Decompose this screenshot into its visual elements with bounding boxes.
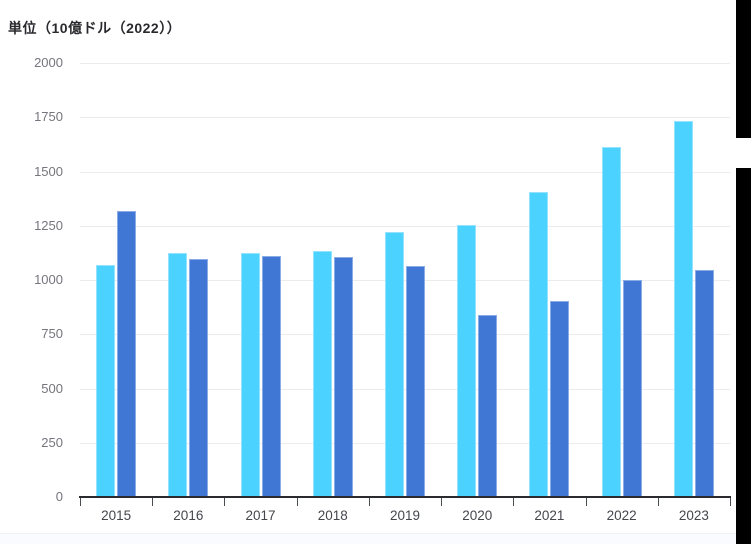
x-axis-label-2018: 2018 (317, 508, 348, 523)
gridline-1000 (80, 280, 730, 281)
bar-2016-light-blue[interactable] (168, 252, 188, 497)
x-axis-tick (441, 498, 443, 506)
x-axis-line (79, 496, 731, 498)
bar-2021-light-blue[interactable] (529, 192, 549, 497)
x-axis-tick (513, 498, 515, 506)
bar-2017-dark-blue[interactable] (261, 256, 281, 497)
screen-edge-artifact-bottom (736, 168, 751, 544)
gridline-500 (80, 388, 730, 390)
x-axis-label-2022: 2022 (606, 508, 637, 523)
bar-2018-light-blue[interactable] (312, 250, 332, 497)
x-axis-tick (730, 498, 731, 506)
bar-2023-dark-blue[interactable] (694, 270, 714, 497)
x-axis-label-2023: 2023 (678, 508, 709, 523)
bar-2017-light-blue[interactable] (240, 252, 260, 497)
x-axis-tick (152, 498, 154, 506)
bar-2018-dark-blue[interactable] (333, 257, 353, 497)
gridline-1500 (80, 171, 730, 173)
bar-2023-light-blue[interactable] (673, 120, 693, 497)
y-axis-label: 750 (41, 326, 63, 342)
y-axis-label: 250 (41, 434, 63, 450)
gridline-1250 (80, 225, 730, 227)
bar-2015-dark-blue[interactable] (117, 210, 137, 497)
bar-2020-light-blue[interactable] (457, 224, 477, 497)
screen-edge-artifact-top (736, 0, 751, 138)
x-axis-label-2020: 2020 (462, 508, 493, 523)
bar-2020-dark-blue[interactable] (478, 314, 498, 497)
plot-area (79, 63, 731, 506)
x-axis-tick (224, 498, 226, 506)
gridline-1750 (80, 117, 730, 119)
chart-title: 単位（10億ドル（2022）） (8, 20, 182, 36)
y-axis-label: 500 (41, 380, 63, 396)
bar-2015-light-blue[interactable] (96, 264, 116, 497)
bar-2019-light-blue[interactable] (385, 232, 404, 497)
gridline-250 (80, 442, 730, 444)
y-axis-label: 1000 (34, 272, 63, 287)
bar-2016-dark-blue[interactable] (189, 259, 209, 497)
gridline-750 (80, 334, 730, 336)
y-axis-label: 1500 (34, 163, 63, 179)
x-axis-tick (657, 498, 659, 506)
x-axis-label-2019: 2019 (389, 508, 420, 523)
bar-2022-light-blue[interactable] (601, 146, 621, 497)
x-axis-tick (296, 498, 298, 506)
x-axis-label-2017: 2017 (245, 508, 276, 523)
x-axis-label-2015: 2015 (101, 508, 132, 523)
x-axis-tick (80, 498, 81, 506)
y-axis-label: 1750 (34, 109, 63, 125)
y-axis-label: 2000 (34, 55, 63, 70)
bar-2021-dark-blue[interactable] (550, 300, 570, 497)
x-axis-label-2021: 2021 (534, 508, 565, 523)
page-bottom-strip (0, 533, 736, 544)
y-axis-label: 0 (55, 489, 63, 504)
x-axis-tick (368, 498, 370, 506)
bar-2019-dark-blue[interactable] (406, 265, 425, 497)
gridline-2000 (80, 63, 730, 64)
x-axis-tick (585, 498, 587, 506)
x-axis-label-2016: 2016 (173, 508, 204, 523)
bar-2022-dark-blue[interactable] (622, 280, 642, 497)
y-axis-label: 1250 (34, 217, 63, 233)
